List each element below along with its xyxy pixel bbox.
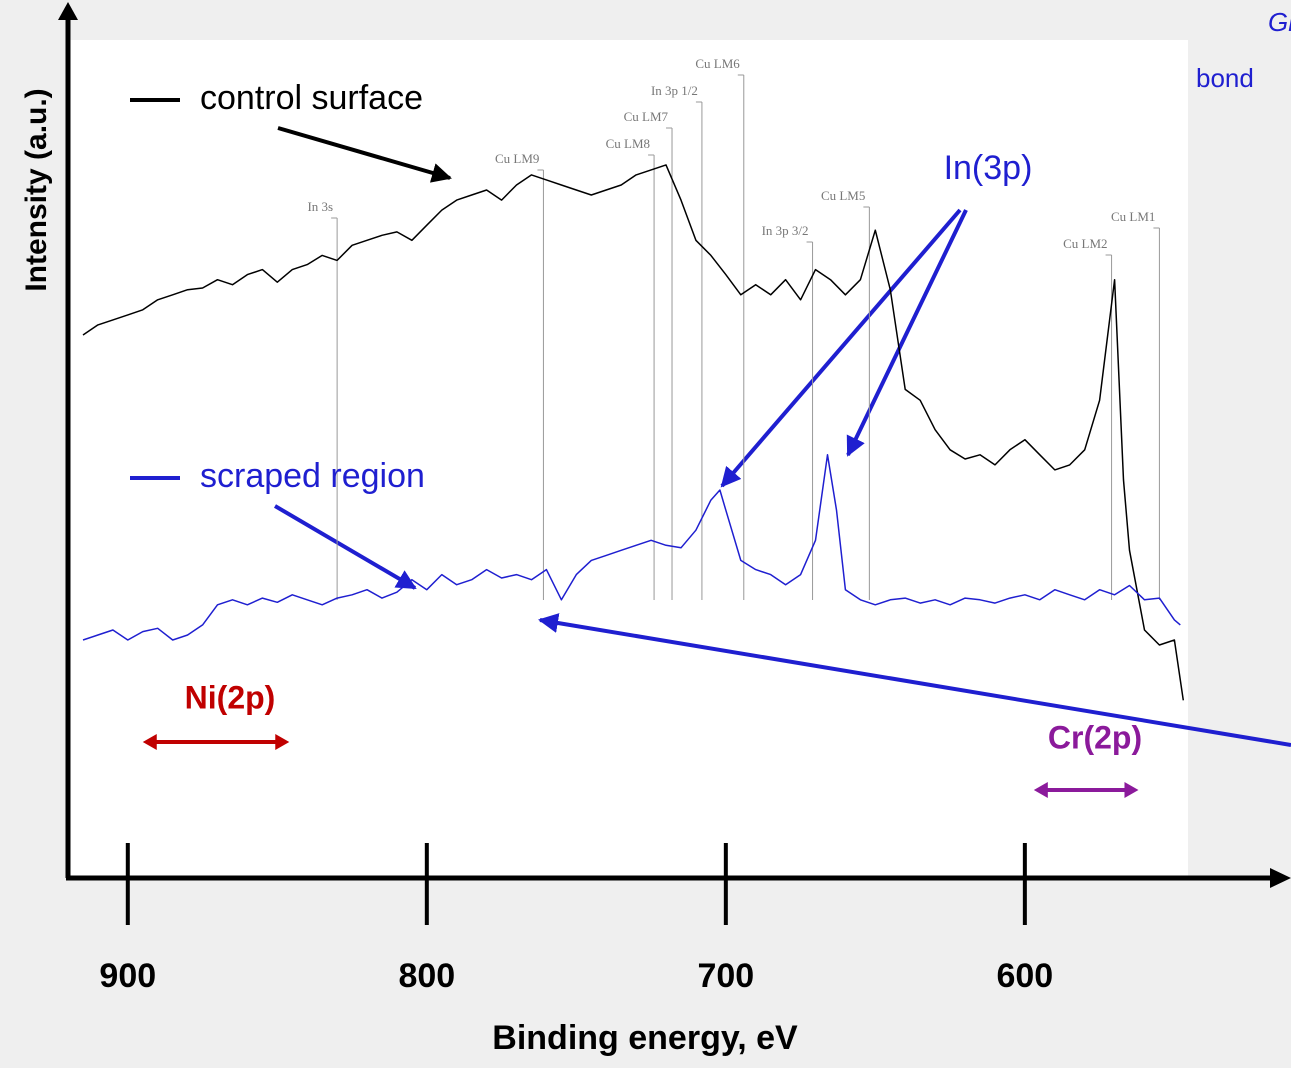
data-line xyxy=(82,454,1181,641)
peak-label: Cu LM6 xyxy=(695,56,740,71)
x-axis-label: Binding energy, eV xyxy=(492,1019,798,1057)
corner-text: Gl xyxy=(1268,7,1291,37)
corner-text: bond xyxy=(1196,63,1254,93)
y-axis-arrow xyxy=(58,2,78,20)
annotation-arrow xyxy=(538,613,1291,747)
legend-arrow xyxy=(277,126,452,183)
peak-label: Cu LM8 xyxy=(606,136,650,151)
peak-label: In 3s xyxy=(307,199,333,214)
legend-label: control surface xyxy=(200,79,423,117)
peak-label: Cu LM5 xyxy=(821,188,865,203)
peak-label: Cu LM2 xyxy=(1063,236,1107,251)
x-tick-label: 800 xyxy=(398,957,455,995)
annotation-arrow xyxy=(846,209,968,457)
peak-label: Cu LM7 xyxy=(624,109,669,124)
span-label: Cr(2p) xyxy=(1048,719,1142,755)
peak-label: Cu LM1 xyxy=(1111,209,1155,224)
y-axis-label: Intensity (a.u.) xyxy=(20,88,53,291)
x-axis-arrow xyxy=(1270,868,1291,888)
x-tick-label: 700 xyxy=(697,957,754,995)
annotation: In(3p) xyxy=(944,149,1033,187)
x-tick-label: 600 xyxy=(996,957,1053,995)
peak-label: In 3p 1/2 xyxy=(651,83,698,98)
peak-label: In 3p 3/2 xyxy=(762,223,809,238)
span-label: Ni(2p) xyxy=(185,679,276,715)
x-tick-label: 900 xyxy=(99,957,156,995)
peak-label: Cu LM9 xyxy=(495,151,539,166)
annotation-arrow xyxy=(720,208,962,488)
data-line xyxy=(82,164,1185,701)
legend-arrow xyxy=(273,504,417,590)
legend-label: scraped region xyxy=(200,457,425,495)
